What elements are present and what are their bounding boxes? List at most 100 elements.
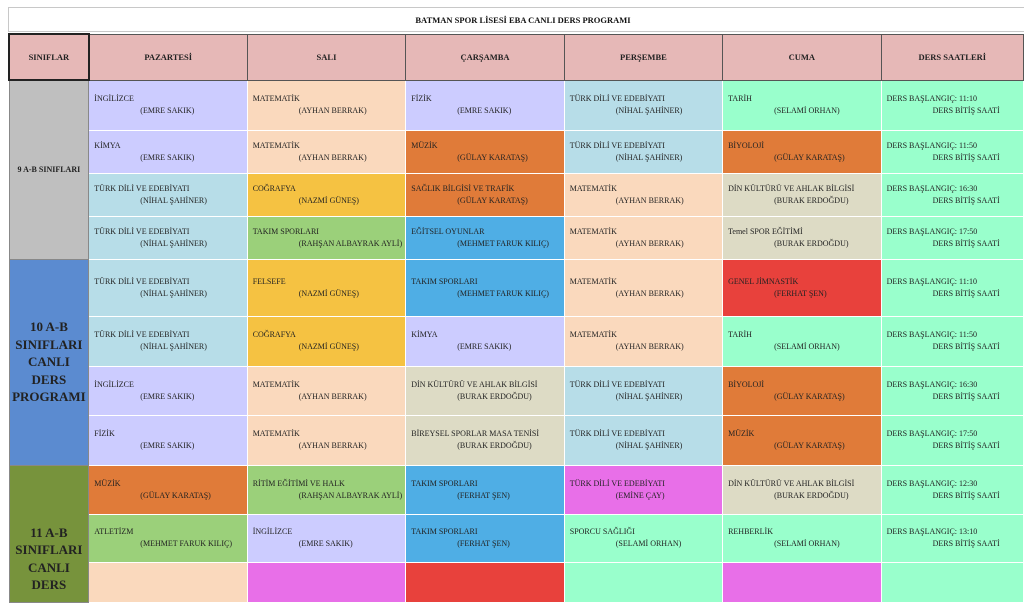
teacher-name: (EMRE SAKIK) xyxy=(457,342,512,351)
lesson-time-cell: DERS BAŞLANGIÇ: 17:50 DERS BİTİŞ SAATİ xyxy=(880,215,1024,260)
subject-name: EĞİTSEL OYUNLAR xyxy=(411,226,485,236)
teacher-name: (GÜLAY KARATAŞ) xyxy=(140,490,211,500)
lesson-start-time: DERS BAŞLANGIÇ: 11:10 xyxy=(886,94,977,103)
teacher-name: (RAHŞAN ALBAYRAK AYLİ) xyxy=(298,238,403,248)
header-tuesday: SALI xyxy=(246,33,407,81)
lesson-cell: TÜRK DİLİ VE EDEBİYATI (NİHAL ŞAHİNER) xyxy=(563,414,724,466)
lesson-cell: ATLETİZM (MEHMET FARUK KILIÇ) xyxy=(88,513,248,563)
teacher-name: (MEHMET FARUK KILIÇ) xyxy=(457,288,549,298)
teacher-name: (BURAK ERDOĞDU) xyxy=(774,195,849,205)
teacher-name: (AYHAN BERRAK) xyxy=(615,288,684,298)
teacher-name: (NİHAL ŞAHİNER) xyxy=(615,391,683,401)
lesson-cell: SAĞLIK BİLGİSİ VE TRAFİK (GÜLAY KARATAŞ) xyxy=(405,172,565,217)
table-row: TÜRK DİLİ VE EDEBİYATI (NİHAL ŞAHİNER) COĞ… xyxy=(9,315,1024,367)
subject-name: TAKIM SPORLARI xyxy=(411,276,478,286)
lesson-end-time: DERS BİTİŞ SAATİ xyxy=(932,152,1000,162)
lesson-cell: EĞİTSEL OYUNLAR (MEHMET FARUK KILIÇ) xyxy=(405,215,565,260)
lesson-cell: TÜRK DİLİ VE EDEBİYATI (NİHAL ŞAHİNER) xyxy=(88,258,248,317)
lesson-cell: İNGİLİZCE (EMRE SAKIK) xyxy=(88,365,248,416)
subject-name: TARİH xyxy=(728,94,752,103)
subject-name: İNGİLİZCE xyxy=(94,94,134,103)
table-row xyxy=(9,561,1024,603)
subject-name: MATEMATİK xyxy=(252,429,300,438)
teacher-name: (NİHAL ŞAHİNER) xyxy=(615,152,683,162)
subject-name: COĞRAFYA xyxy=(252,330,296,339)
class-group-label: 11 A-B SINIFLARI CANLI DERS xyxy=(8,464,90,603)
teacher-name: (MEHMET FARUK KILIÇ) xyxy=(140,539,232,548)
subject-name: TAKIM SPORLARI xyxy=(411,527,478,536)
lesson-cell xyxy=(722,561,882,603)
subject-name: DİN KÜLTÜRÜ VE AHLAK BİLGİSİ xyxy=(411,379,538,389)
lesson-cell: TÜRK DİLİ VE EDEBİYATI (NİHAL ŞAHİNER) xyxy=(563,365,724,416)
subject-name: MATEMATİK xyxy=(569,226,617,236)
lesson-end-time: DERS BİTİŞ SAATİ xyxy=(932,441,1000,450)
subject-name: COĞRAFYA xyxy=(252,183,296,193)
teacher-name: (GÜLAY KARATAŞ) xyxy=(774,391,845,401)
teacher-name: (EMİNE ÇAY) xyxy=(615,490,665,500)
lesson-end-time: DERS BİTİŞ SAATİ xyxy=(932,195,1000,205)
teacher-name: (SELAMİ ORHAN) xyxy=(774,342,840,351)
teacher-name: (AYHAN BERRAK) xyxy=(298,152,367,162)
subject-name: MATEMATİK xyxy=(569,183,617,193)
teacher-name: (NİHAL ŞAHİNER) xyxy=(615,441,683,450)
lesson-cell: MATEMATİK (AYHAN BERRAK) xyxy=(563,258,724,317)
lesson-start-time: DERS BAŞLANGIÇ: 11:50 xyxy=(886,330,977,339)
header-lesson-times: DERS SAATLERİ xyxy=(880,33,1024,81)
lesson-cell: BİYOLOJİ (GÜLAY KARATAŞ) xyxy=(722,365,882,416)
lesson-cell: FİZİK (EMRE SAKIK) xyxy=(88,414,248,466)
lesson-end-time: DERS BİTİŞ SAATİ xyxy=(932,391,1000,401)
lesson-start-time: DERS BAŞLANGIÇ: 16:30 xyxy=(886,379,978,389)
table-row: 11 A-B SINIFLARI CANLI DERS MÜZİK (GÜLAY K… xyxy=(8,464,1024,603)
teacher-name: (NAZMİ GÜNEŞ) xyxy=(298,195,359,205)
lesson-cell: TARİH (SELAMİ ORHAN) xyxy=(722,79,882,131)
teacher-name: (AYHAN BERRAK) xyxy=(615,342,684,351)
lesson-cell: TÜRK DİLİ VE EDEBİYATI (NİHAL ŞAHİNER) xyxy=(563,79,724,131)
subject-name: TARİH xyxy=(728,330,752,339)
lesson-cell: TÜRK DİLİ VE EDEBİYATI (EMİNE ÇAY) xyxy=(563,464,724,515)
lesson-cell: FİZİK (EMRE SAKIK) xyxy=(405,79,565,131)
subject-name: ATLETİZM xyxy=(94,527,134,536)
lesson-cell: MATEMATİK (AYHAN BERRAK) xyxy=(246,414,407,466)
subject-name: TÜRK DİLİ VE EDEBİYATI xyxy=(569,429,665,438)
lesson-cell: İNGİLİZCE (EMRE SAKIK) xyxy=(246,513,407,563)
header-thursday: PERŞEMBE xyxy=(563,33,724,81)
subject-name: KİMYA xyxy=(411,330,438,339)
lesson-cell: COĞRAFYA (NAZMİ GÜNEŞ) xyxy=(246,172,407,217)
lesson-cell: MATEMATİK (AYHAN BERRAK) xyxy=(563,315,724,367)
lesson-cell: KİMYA (EMRE SAKIK) xyxy=(88,129,248,174)
teacher-name: (NİHAL ŞAHİNER) xyxy=(140,195,207,205)
subject-name: TÜRK DİLİ VE EDEBİYATI xyxy=(569,478,665,488)
teacher-name: (AYHAN BERRAK) xyxy=(298,106,367,115)
teacher-name: (MEHMET FARUK KILIÇ) xyxy=(457,238,549,248)
subject-name: TÜRK DİLİ VE EDEBİYATI xyxy=(94,330,190,339)
lesson-time-cell xyxy=(880,561,1024,603)
teacher-name: (EMRE SAKIK) xyxy=(140,391,195,401)
teacher-name: (BURAK ERDOĞDU) xyxy=(457,391,532,401)
lesson-time-cell: DERS BAŞLANGIÇ: 17:50 DERS BİTİŞ SAATİ xyxy=(880,414,1024,466)
lesson-cell: Temel SPOR EĞİTİMİ (BURAK ERDOĞDU) xyxy=(722,215,882,260)
teacher-name: (AYHAN BERRAK) xyxy=(298,391,367,401)
class-group-label: 9 A-B SINIFLARI xyxy=(8,79,90,260)
subject-name: TAKIM SPORLARI xyxy=(252,226,319,236)
teacher-name: (NAZMİ GÜNEŞ) xyxy=(298,288,359,298)
subject-name: TÜRK DİLİ VE EDEBİYATI xyxy=(569,379,665,389)
lesson-start-time: DERS BAŞLANGIÇ: 11:10 xyxy=(886,276,977,286)
teacher-name: (NİHAL ŞAHİNER) xyxy=(615,106,683,115)
subject-name: TÜRK DİLİ VE EDEBİYATI xyxy=(94,226,190,236)
teacher-name: (NİHAL ŞAHİNER) xyxy=(140,238,207,248)
lesson-cell: MATEMATİK (AYHAN BERRAK) xyxy=(246,79,407,131)
lesson-cell: TAKIM SPORLARI (RAHŞAN ALBAYRAK AYLİ) xyxy=(246,215,407,260)
subject-name: MATEMATİK xyxy=(252,379,300,389)
lesson-cell: SPORCU SAĞLIĞI (SELAMİ ORHAN) xyxy=(563,513,724,563)
lesson-cell: MATEMATİK (AYHAN BERRAK) xyxy=(246,365,407,416)
subject-name: FELSEFE xyxy=(252,276,286,286)
lesson-end-time: DERS BİTİŞ SAATİ xyxy=(932,490,1000,500)
lesson-cell xyxy=(246,561,407,603)
teacher-name: (GÜLAY KARATAŞ) xyxy=(774,441,845,450)
lesson-end-time: DERS BİTİŞ SAATİ xyxy=(932,106,1000,115)
subject-name: Temel SPOR EĞİTİMİ xyxy=(728,226,803,236)
table-row: TÜRK DİLİ VE EDEBİYATI (NİHAL ŞAHİNER) TAK… xyxy=(9,215,1024,260)
subject-name: REHBERLİK xyxy=(728,527,773,536)
subject-name: MÜZİK xyxy=(728,429,755,438)
lesson-cell: TÜRK DİLİ VE EDEBİYATI (NİHAL ŞAHİNER) xyxy=(88,315,248,367)
